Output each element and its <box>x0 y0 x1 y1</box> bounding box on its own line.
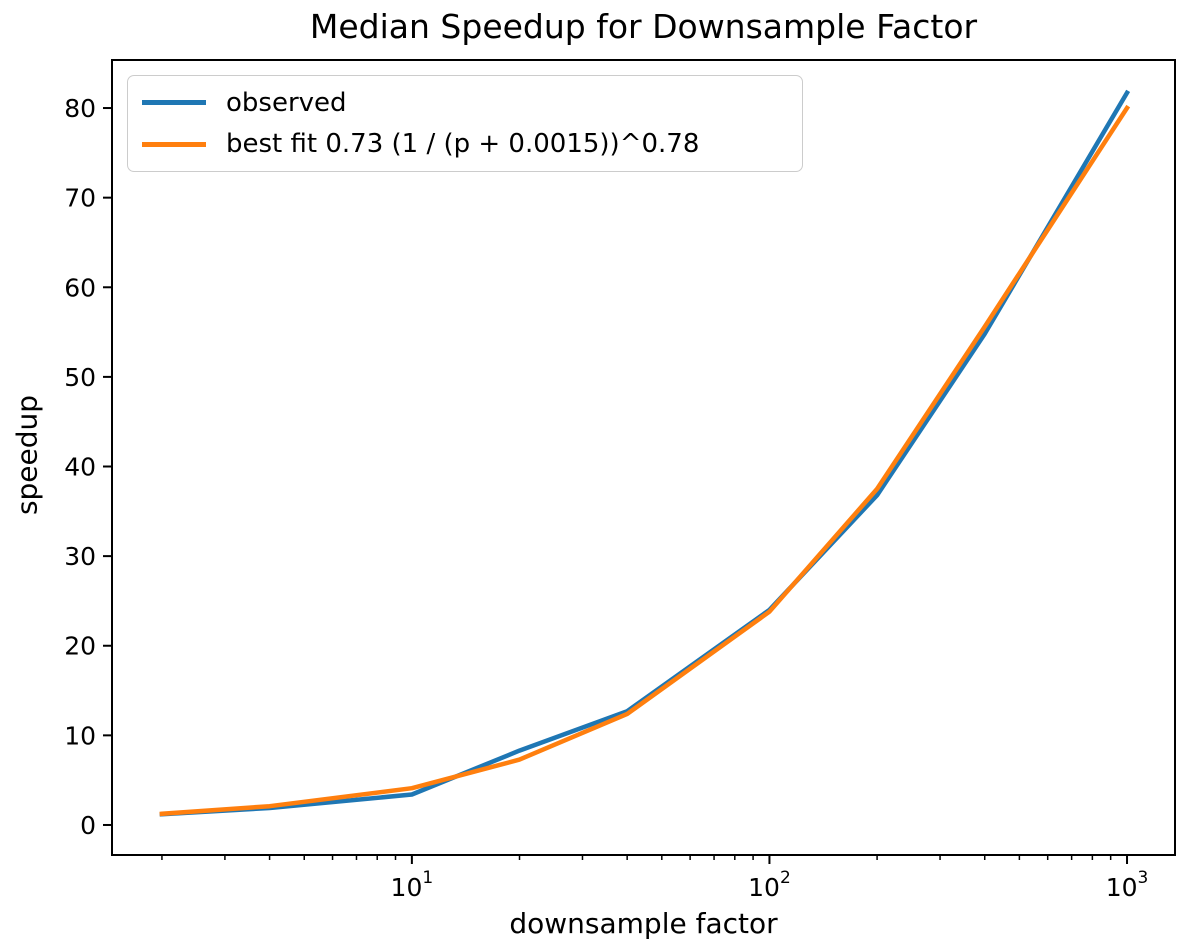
series-line-best-fit <box>159 104 1131 817</box>
y-tick-label: 40 <box>64 453 96 482</box>
legend: observed best fit 0.73 (1 / (p + 0.0015)… <box>127 75 803 172</box>
series-line-observed <box>159 89 1131 817</box>
y-tick-label: 20 <box>64 632 96 661</box>
legend-label-observed: observed <box>226 87 347 118</box>
legend-item-observed: observed <box>128 83 802 123</box>
x-tick-label: 102 <box>748 868 791 902</box>
legend-line-sample-best-fit <box>142 141 206 147</box>
y-tick-label: 80 <box>64 94 96 123</box>
chart-title: Median Speedup for Downsample Factor <box>309 7 978 46</box>
y-tick-label: 10 <box>64 721 96 750</box>
legend-item-best-fit: best fit 0.73 (1 / (p + 0.0015))^0.78 <box>128 124 802 164</box>
legend-label-best-fit: best fit 0.73 (1 / (p + 0.0015))^0.78 <box>226 129 700 160</box>
legend-line-sample-observed <box>142 100 206 106</box>
y-tick-label: 0 <box>80 811 96 840</box>
y-tick-label: 30 <box>64 542 96 571</box>
plot-frame <box>111 59 1176 856</box>
x-tick-label: 103 <box>1106 868 1149 902</box>
y-tick-label: 70 <box>64 184 96 213</box>
x-tick-label: 101 <box>391 868 434 902</box>
x-axis-label: downsample factor <box>509 907 778 940</box>
y-tick-label: 60 <box>64 273 96 302</box>
y-tick-label: 50 <box>64 363 96 392</box>
y-axis-label: speedup <box>10 394 44 516</box>
